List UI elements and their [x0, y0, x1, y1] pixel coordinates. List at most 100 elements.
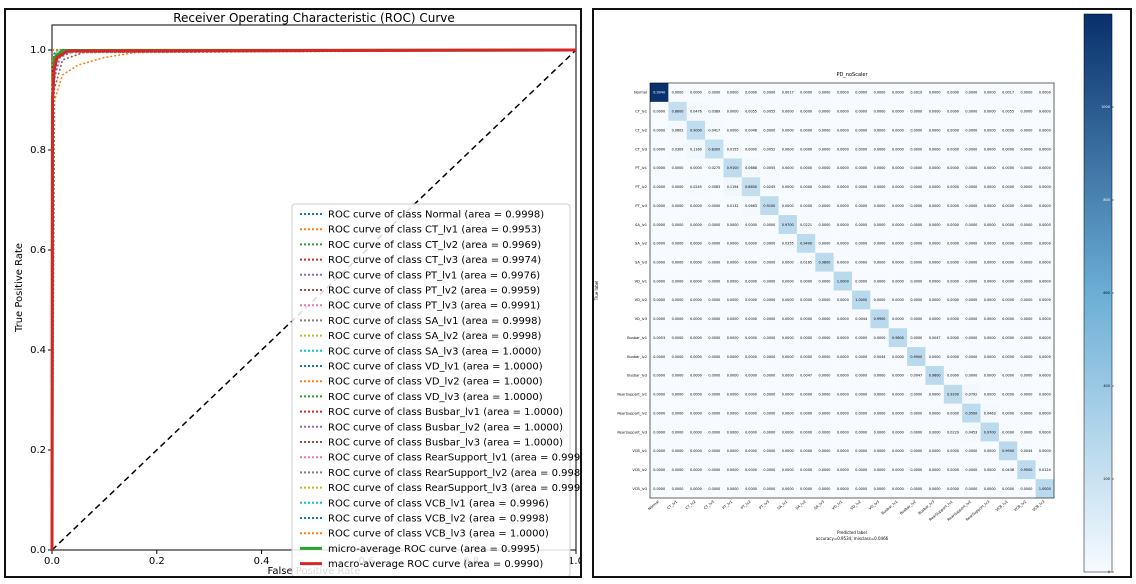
matrix-cell-value: 0.0000 — [1002, 355, 1014, 359]
matrix-cell — [723, 384, 743, 404]
matrix-col-label: CT_lv2 — [685, 500, 697, 511]
matrix-cell — [888, 441, 908, 461]
matrix-cell-value: 0.0000 — [910, 411, 922, 415]
matrix-cell-value: 0.0000 — [855, 166, 867, 170]
matrix-cell — [1017, 479, 1036, 499]
matrix-cell — [1035, 101, 1055, 121]
matrix-cell — [998, 83, 1018, 103]
matrix-cell — [925, 120, 945, 140]
matrix-cell-value: 0.0000 — [690, 411, 702, 415]
matrix-cell — [815, 441, 834, 461]
matrix-cell — [1035, 422, 1055, 442]
matrix-cell — [943, 441, 963, 461]
matrix-cell-value: 0.0000 — [745, 261, 757, 265]
matrix-cell-value: 0.0000 — [947, 110, 959, 114]
matrix-cell-value: 0.0000 — [837, 411, 849, 415]
matrix-cell — [650, 101, 669, 121]
matrix-cell-value: 0.0000 — [929, 393, 941, 397]
matrix-cell — [852, 441, 871, 461]
matrix-row-label: SA_lv3 — [635, 261, 647, 265]
matrix-cell — [741, 422, 761, 442]
matrix-cell — [778, 384, 798, 404]
matrix-cell-value: 0.0000 — [837, 317, 849, 321]
matrix-cell-value: 0.0000 — [708, 487, 720, 491]
matrix-cell — [686, 422, 706, 442]
matrix-cell — [778, 233, 798, 253]
legend-entry: ROC curve of class SA_lv3 (area = 1.0000… — [328, 346, 542, 357]
matrix-cell — [962, 384, 981, 404]
confusion-matrix-panel: PD_noScaler 0.9940 0.0000 0.0000 0.0000 0.000… — [592, 8, 1132, 578]
legend-entry: ROC curve of class RearSupport_lv3 (area… — [328, 483, 580, 494]
matrix-cell — [723, 177, 743, 197]
matrix-cell — [980, 365, 1000, 386]
matrix-cell — [760, 158, 779, 178]
matrix-cell-value: 0.0000 — [965, 147, 977, 151]
matrix-cell — [852, 158, 871, 178]
matrix-cell — [705, 177, 724, 197]
matrix-cell — [962, 177, 981, 197]
matrix-cell — [1017, 384, 1036, 404]
matrix-cell-value: 0.0000 — [837, 223, 849, 227]
matrix-cell — [778, 101, 798, 121]
matrix-cell-value: 0.0165 — [800, 261, 812, 265]
matrix-cell-value: 0.0000 — [763, 430, 775, 434]
matrix-cell-value: 1.0000 — [837, 279, 849, 283]
matrix-cell — [741, 139, 761, 159]
matrix-cell-value: 0.0000 — [910, 147, 922, 151]
matrix-cell-value: 0.9800 — [819, 261, 831, 265]
matrix-cell-value: 0.0000 — [1039, 449, 1051, 453]
matrix-cell — [870, 158, 889, 178]
matrix-cell-value: 0.9500 — [1021, 468, 1033, 472]
matrix-cell — [852, 252, 871, 272]
matrix-cell-value: 0.0000 — [800, 317, 812, 321]
matrix-cell — [815, 479, 834, 499]
matrix-cell — [686, 271, 706, 291]
matrix-cell-value: 0.0000 — [672, 487, 684, 491]
matrix-cell-value: 0.0000 — [984, 147, 996, 151]
matrix-cell — [723, 101, 743, 121]
colorbar-tick-label: 600 — [1103, 291, 1110, 295]
matrix-cell — [723, 479, 743, 499]
matrix-cell-value: 0.0000 — [984, 261, 996, 265]
matrix-cell-value: 0.0000 — [929, 355, 941, 359]
matrix-cell-value: 0.0055 — [763, 166, 775, 170]
matrix-cell-value: 0.9400 — [800, 242, 812, 246]
matrix-cell-value: 0.0792 — [965, 393, 977, 397]
matrix-cell — [705, 271, 724, 291]
matrix-cell-value: 0.0047 — [910, 374, 922, 378]
matrix-cell — [943, 83, 963, 103]
matrix-cell — [943, 252, 963, 272]
matrix-cell-value: 0.0000 — [1002, 336, 1014, 340]
matrix-cell — [852, 101, 871, 121]
matrix-cell — [723, 328, 743, 348]
matrix-cell-value: 0.0000 — [910, 468, 922, 472]
matrix-cell — [962, 252, 981, 272]
matrix-cell-value: 0.0309 — [672, 147, 684, 151]
matrix-cell — [925, 403, 945, 423]
matrix-cell-value: 0.0000 — [819, 204, 831, 208]
matrix-col-label: SA_lv2 — [795, 500, 807, 511]
matrix-cell — [925, 271, 945, 291]
matrix-cell — [741, 271, 761, 291]
matrix-cell — [907, 290, 926, 310]
matrix-cell-value: 0.0000 — [910, 298, 922, 302]
matrix-cell — [998, 120, 1018, 140]
matrix-cell-value: 0.0044 — [855, 317, 867, 321]
matrix-cell-value: 0.0000 — [874, 374, 886, 378]
matrix-cell — [962, 120, 981, 140]
matrix-cell — [815, 177, 834, 197]
matrix-cell-value: 0.0000 — [763, 449, 775, 453]
matrix-cell-value: 0.0000 — [690, 298, 702, 302]
legend-entry: ROC curve of class Busbar_lv3 (area = 1.… — [328, 438, 563, 449]
matrix-cell-value: 0.0000 — [947, 279, 959, 283]
matrix-cell — [760, 422, 779, 442]
matrix-cell-value: 0.0000 — [690, 487, 702, 491]
matrix-cell-value: 0.9100 — [727, 166, 739, 170]
matrix-cell-value: 0.0000 — [892, 242, 904, 246]
matrix-cell-value: 0.0000 — [1002, 147, 1014, 151]
matrix-cell — [778, 460, 798, 480]
matrix-cell — [705, 120, 724, 140]
matrix-cell-value: 0.0000 — [1039, 242, 1051, 246]
matrix-cell-value: 0.0000 — [800, 128, 812, 132]
matrix-cell — [650, 196, 669, 216]
